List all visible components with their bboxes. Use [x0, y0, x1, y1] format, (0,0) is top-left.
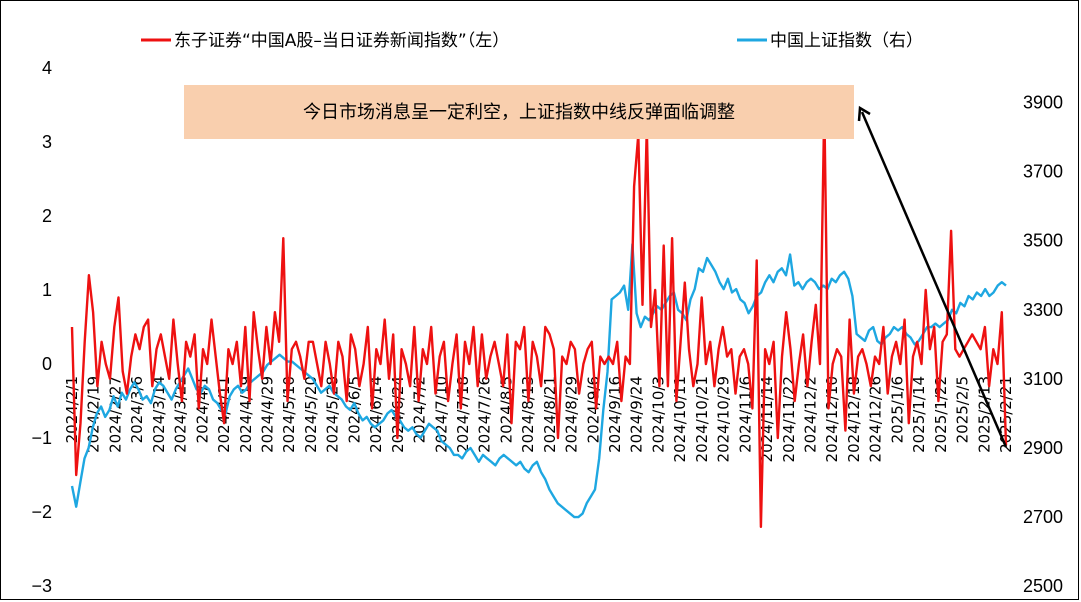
x-tick-label: 2024/5/10 — [280, 376, 298, 453]
x-tick-label: 2024/10/11 — [671, 376, 689, 462]
x-tick-label: 2025/1/22 — [932, 376, 950, 453]
x-tick-label: 2024/8/21 — [541, 376, 559, 453]
left-axis: 4 3 2 1 0 −1 −2 −3 — [31, 58, 52, 596]
series-line-news-index — [70, 103, 1008, 528]
left-tick-label: −1 — [31, 428, 52, 448]
right-tick-label: 3300 — [1023, 300, 1063, 320]
x-tick-label: 2024/10/21 — [693, 376, 711, 462]
x-tick-label: 2024/11/6 — [736, 376, 754, 453]
series-layer — [70, 103, 1008, 528]
x-tick-label: 2024/10/29 — [715, 376, 733, 462]
left-tick-label: 4 — [42, 58, 52, 78]
x-tick-label: 2025/1/6 — [888, 376, 906, 443]
x-tick-label: 2025/2/13 — [975, 376, 993, 453]
annotation-text: 今日市场消息呈一定利空，上证指数中线反弹面临调整 — [303, 102, 735, 123]
right-tick-label: 3100 — [1023, 369, 1063, 389]
x-tick-label: 2024/6/14 — [367, 376, 385, 453]
x-tick-label: 2024/10/3 — [649, 376, 667, 453]
x-tick-label: 2024/12/10 — [823, 376, 841, 462]
x-tick-label: 2024/6/5 — [345, 376, 363, 443]
right-tick-label: 3700 — [1023, 162, 1063, 182]
annotation-arrow — [857, 105, 1008, 448]
x-tick-label: 2024/12/26 — [867, 376, 885, 462]
right-tick-label: 3500 — [1023, 231, 1063, 251]
x-tick-label: 2024/8/13 — [519, 376, 537, 453]
left-tick-label: 1 — [42, 280, 52, 300]
left-tick-label: −3 — [31, 576, 52, 596]
x-tick-label: 2024/7/2 — [411, 376, 429, 443]
x-tick-label: 2024/9/16 — [606, 376, 624, 453]
x-axis: 2024/2/1 2024/2/19 2024/2/27 2024/3/6 2024/3… — [63, 376, 1015, 462]
annotation-box — [184, 85, 854, 139]
left-tick-label: 0 — [42, 354, 52, 374]
x-tick-label: 2024/9/6 — [584, 376, 602, 443]
right-tick-label: 2900 — [1023, 438, 1063, 458]
legend-label-sse: 中国上证指数（右） — [770, 31, 923, 51]
right-tick-label: 2700 — [1023, 507, 1063, 527]
x-tick-label: 2024/2/19 — [85, 376, 103, 453]
right-tick-label: 2500 — [1023, 576, 1063, 596]
x-tick-label: 2024/5/20 — [302, 376, 320, 453]
x-tick-label: 2024/2/27 — [106, 376, 124, 453]
x-tick-label: 2024/12/2 — [802, 376, 820, 453]
left-tick-label: −2 — [31, 502, 52, 522]
right-axis: 3900 3700 3500 3300 3100 2900 2700 2500 — [1023, 93, 1063, 597]
x-tick-label: 2024/7/10 — [432, 376, 450, 453]
x-tick-label: 2024/9/24 — [628, 376, 646, 453]
x-tick-label: 2024/2/1 — [63, 376, 81, 443]
left-tick-label: 2 — [42, 206, 52, 226]
x-tick-label: 2024/3/22 — [172, 376, 190, 453]
series-line-sse — [70, 242, 1007, 519]
x-tick-label: 2024/7/26 — [476, 376, 494, 453]
x-tick-label: 2024/8/29 — [563, 376, 581, 453]
x-tick-label: 2025/2/5 — [954, 376, 972, 443]
x-tick-label: 2024/7/18 — [454, 376, 472, 453]
x-tick-label: 2025/1/14 — [910, 376, 928, 453]
legend-label-news-index: 东子证券“中国A股–当日证券新闻指数”（左） — [174, 31, 509, 51]
x-tick-label: 2024/12/18 — [845, 376, 863, 462]
right-tick-label: 3900 — [1023, 93, 1063, 113]
left-tick-label: 3 — [42, 132, 52, 152]
x-tick-label: 2024/3/6 — [128, 376, 146, 443]
x-tick-label: 2024/4/29 — [258, 376, 276, 453]
